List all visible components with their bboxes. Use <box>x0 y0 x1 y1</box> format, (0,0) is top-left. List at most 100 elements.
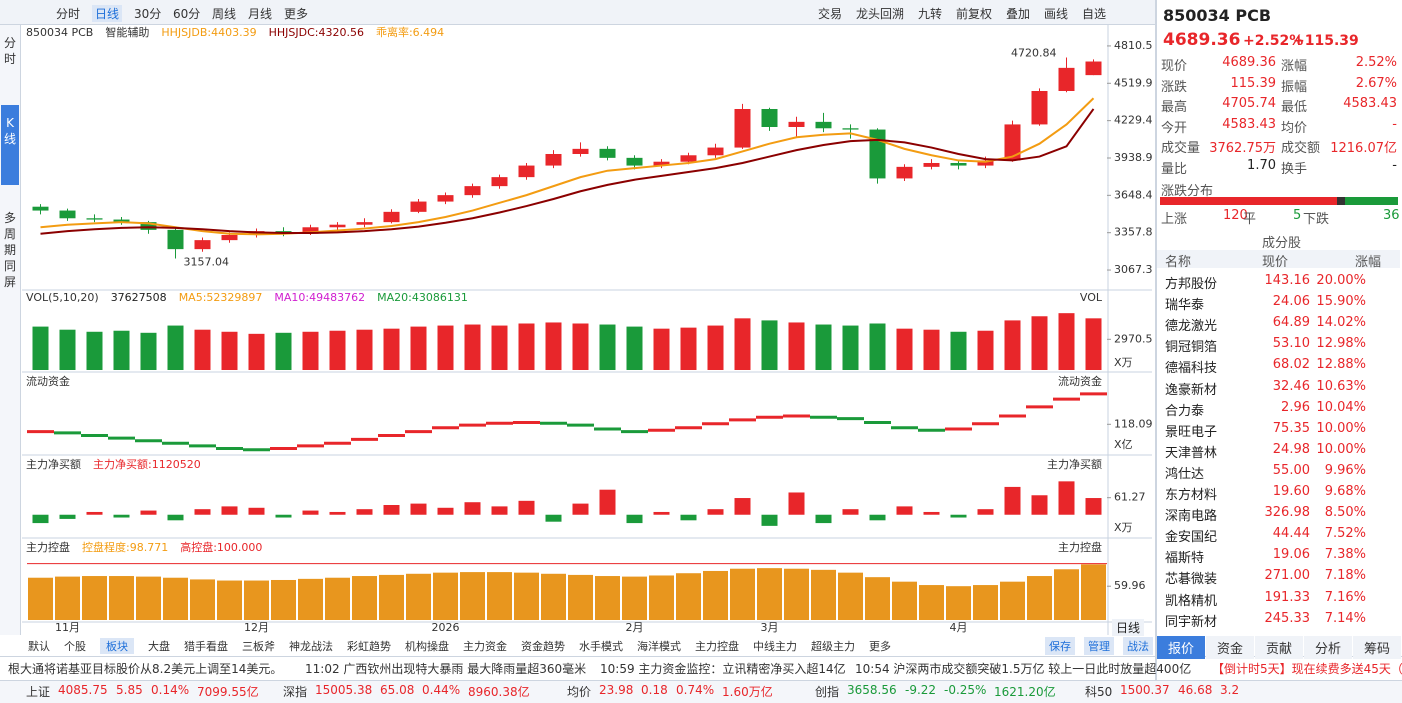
cons-cell[interactable]: 12.98% <box>1316 336 1366 352</box>
cons-cell[interactable]: 铜冠铜箔 <box>1164 340 1217 356</box>
toolbar-tab[interactable]: 叠加 <box>1006 7 1031 21</box>
toolbar-tab[interactable]: 自选 <box>1082 7 1107 21</box>
cons-cell[interactable]: 32.46 <box>1272 378 1310 394</box>
bottom-right-tab[interactable]: 保存 <box>1045 637 1075 655</box>
cons-cell[interactable]: 芯碁微装 <box>1164 572 1217 588</box>
bottom-tab[interactable]: 神龙战法 <box>289 640 333 653</box>
toolbar-tab[interactable]: 交易 <box>818 7 843 21</box>
bottom-tab[interactable]: 个股 <box>64 640 86 653</box>
cons-cell[interactable]: 同宇新材 <box>1164 614 1217 630</box>
toolbar-tab[interactable]: 龙头回溯 <box>856 7 905 21</box>
right-tab[interactable]: 贡献 <box>1255 636 1303 659</box>
cons-cell[interactable]: 7.38% <box>1324 547 1366 563</box>
bottom-tab[interactable]: 水手模式 <box>579 640 623 653</box>
cons-cell[interactable]: 瑞华泰 <box>1164 298 1204 314</box>
cons-cell[interactable]: 7.16% <box>1324 589 1366 605</box>
cons-cell[interactable]: 方邦股份 <box>1164 277 1217 292</box>
news-item[interactable]: 【倒计时5天】现在续费多送45天（ <box>1212 662 1402 676</box>
toolbar-tab[interactable]: 分时 <box>56 7 81 21</box>
cons-cell[interactable]: 福斯特 <box>1164 551 1204 567</box>
cons-cell[interactable]: 金安国纪 <box>1164 530 1217 546</box>
cons-cell[interactable]: 天津普林 <box>1164 445 1217 461</box>
toolbar-tab[interactable]: 九转 <box>918 7 943 21</box>
volume-bar <box>167 325 184 370</box>
right-tab[interactable]: 报价 <box>1157 636 1205 659</box>
cons-cell[interactable]: 8.50% <box>1324 505 1366 521</box>
cons-cell[interactable]: 深南电路 <box>1164 509 1217 525</box>
cons-cell[interactable]: 10.63% <box>1316 378 1366 394</box>
right-tab[interactable]: 筹码 <box>1353 636 1401 659</box>
bottom-tab[interactable]: 三板斧 <box>242 640 275 653</box>
cons-cell[interactable]: 景旺电子 <box>1164 424 1217 440</box>
cons-cell[interactable]: 7.14% <box>1324 610 1366 626</box>
bottom-tab[interactable]: 超级主力 <box>811 640 855 653</box>
cons-cell[interactable]: 合力泰 <box>1164 403 1204 419</box>
news-item[interactable]: 10:59 主力资金监控：立讯精密净买入超14亿 <box>600 662 846 676</box>
cons-cell[interactable]: 7.18% <box>1324 568 1366 584</box>
bottom-tab[interactable]: 默认 <box>28 640 50 653</box>
side-tab[interactable]: K线 <box>1 105 19 185</box>
cons-cell[interactable]: 24.06 <box>1272 294 1310 310</box>
toolbar-tab[interactable]: 前复权 <box>956 7 993 21</box>
bottom-tab[interactable]: 中线主力 <box>753 640 797 653</box>
bottom-tab[interactable]: 更多 <box>869 640 891 653</box>
bottom-right-tab[interactable]: 管理 <box>1084 637 1114 655</box>
cons-cell[interactable]: 271.00 <box>1264 568 1311 584</box>
cons-cell[interactable]: 德福科技 <box>1164 361 1217 377</box>
cons-cell[interactable]: 44.44 <box>1272 526 1310 542</box>
right-tab[interactable]: 分析 <box>1304 636 1352 659</box>
cons-cell[interactable]: 55.00 <box>1272 462 1310 478</box>
cons-cell[interactable]: 68.02 <box>1272 357 1310 373</box>
toolbar-tab[interactable]: 30分 <box>134 7 162 21</box>
cons-cell[interactable]: 德龙激光 <box>1164 319 1217 335</box>
bottom-tab[interactable]: 大盘 <box>148 640 170 653</box>
news-item[interactable]: 根大通将诺基亚目标股价从8.2美元上调至14美元。 <box>8 662 283 676</box>
cons-cell[interactable]: 2.96 <box>1281 399 1310 415</box>
bottom-tab[interactable]: 资金趋势 <box>521 640 565 653</box>
cons-cell[interactable]: 19.06 <box>1272 547 1310 563</box>
cons-cell[interactable]: 15.90% <box>1316 294 1366 310</box>
news-item[interactable]: 10:54 沪深两市成交额突破1.5万亿 较上一日此时放量超400亿 <box>855 662 1192 676</box>
right-tab[interactable]: 资金 <box>1206 636 1254 659</box>
news-item[interactable]: 11:02 广西钦州出现特大暴雨 最大降雨量超360毫米 <box>305 662 587 676</box>
bottom-tab[interactable]: 机构操盘 <box>405 640 449 653</box>
side-tab[interactable]: 多周期同屏 <box>3 211 16 289</box>
cons-cell[interactable]: 24.98 <box>1272 441 1310 457</box>
cons-cell[interactable]: 凯格精机 <box>1164 593 1217 609</box>
cons-cell[interactable]: 逸豪新材 <box>1164 382 1217 398</box>
cons-cell[interactable]: 191.33 <box>1264 589 1311 605</box>
bottom-tab[interactable]: 猎手看盘 <box>184 640 228 653</box>
side-tab[interactable]: 分时 <box>3 36 16 66</box>
cons-cell[interactable]: 9.68% <box>1324 484 1366 499</box>
bottom-tab[interactable]: 主力控盘 <box>695 640 739 653</box>
cons-cell[interactable]: 20.00% <box>1316 273 1366 288</box>
cons-cell[interactable]: 10.04% <box>1316 399 1366 415</box>
cons-cell[interactable]: 326.98 <box>1264 505 1311 521</box>
toolbar-tab[interactable]: 月线 <box>248 7 273 21</box>
cons-cell[interactable]: 12.88% <box>1316 357 1366 373</box>
cons-cell[interactable]: 19.60 <box>1272 484 1310 499</box>
cons-cell[interactable]: 10.00% <box>1316 420 1366 436</box>
cons-cell[interactable]: 75.35 <box>1272 420 1310 436</box>
toolbar-tab[interactable]: 60分 <box>173 7 201 21</box>
cons-cell[interactable]: 东方材料 <box>1164 488 1217 503</box>
bottom-tab[interactable]: 板块 <box>100 638 134 654</box>
toolbar-tab[interactable]: 周线 <box>212 7 237 21</box>
cons-cell[interactable]: 53.10 <box>1272 336 1310 352</box>
toolbar-tab[interactable]: 日线 <box>92 5 123 22</box>
bottom-tab[interactable]: 海洋模式 <box>637 640 681 653</box>
bottom-tab[interactable]: 彩虹趋势 <box>347 640 391 653</box>
cons-cell[interactable]: 10.00% <box>1316 441 1366 457</box>
period-button[interactable]: 日线 <box>1112 619 1145 636</box>
cons-cell[interactable]: 245.33 <box>1264 610 1311 626</box>
cons-cell[interactable]: 9.96% <box>1324 462 1366 478</box>
toolbar-tab[interactable]: 更多 <box>284 7 309 21</box>
bottom-right-tab[interactable]: 战法 <box>1123 637 1153 655</box>
toolbar-tab[interactable]: 画线 <box>1044 7 1069 21</box>
cons-cell[interactable]: 14.02% <box>1316 315 1366 331</box>
bottom-tab[interactable]: 主力资金 <box>463 640 507 653</box>
cons-cell[interactable]: 鸿仕达 <box>1164 466 1204 482</box>
cons-cell[interactable]: 7.52% <box>1324 526 1366 542</box>
cons-cell[interactable]: 143.16 <box>1264 273 1311 288</box>
cons-cell[interactable]: 64.89 <box>1272 315 1310 331</box>
